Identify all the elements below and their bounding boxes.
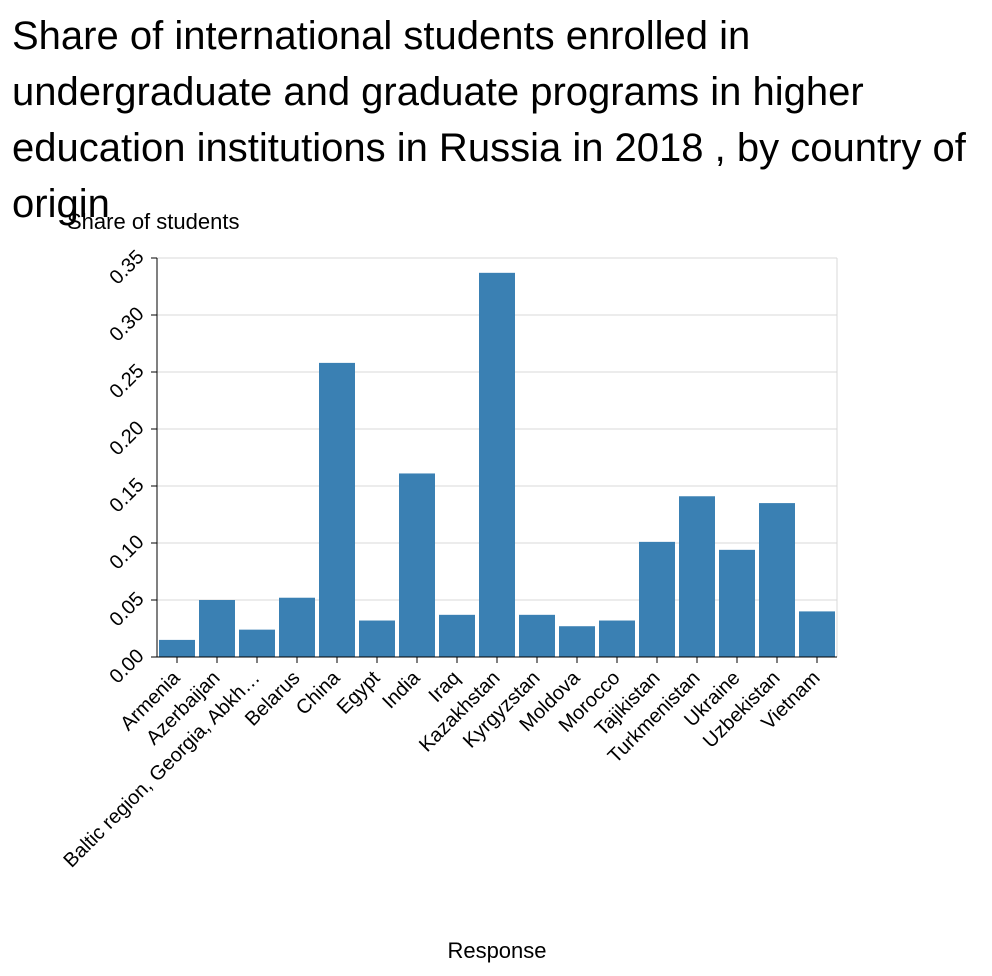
y-tick-label: 0.25 <box>105 360 148 403</box>
bar <box>519 614 555 657</box>
bar <box>359 620 395 657</box>
x-tick-label: Egypt <box>333 667 385 719</box>
bar <box>799 611 835 657</box>
y-tick-label: 0.10 <box>105 531 148 574</box>
bars <box>159 272 835 657</box>
bar <box>479 272 515 657</box>
axes <box>151 257 837 663</box>
bar <box>599 620 635 657</box>
chart-title: Share of international students enrolled… <box>12 14 966 226</box>
y-tick-label: 0.05 <box>105 588 148 631</box>
bar <box>159 639 195 657</box>
y-tick-label: 0.20 <box>105 417 148 460</box>
bar <box>719 549 755 657</box>
y-tick-labels: 0.00 0.05 0.10 0.15 0.20 0.25 0.30 0.35 <box>105 246 148 688</box>
bar <box>439 614 475 657</box>
bar <box>639 541 675 657</box>
y-tick-label: 0.30 <box>105 303 148 346</box>
bar <box>199 600 235 657</box>
bar <box>279 597 315 657</box>
bar <box>759 503 795 657</box>
y-tick-label: 0.00 <box>105 645 148 688</box>
bar <box>319 362 355 657</box>
bar <box>239 629 275 657</box>
bar <box>399 473 435 657</box>
x-axis-label: Response <box>447 938 546 963</box>
y-axis-label: Share of students <box>67 209 239 234</box>
y-tick-label: 0.35 <box>105 246 148 289</box>
y-tick-label: 0.15 <box>105 474 148 517</box>
x-tick-label: India <box>378 666 425 713</box>
bar <box>559 626 595 657</box>
bar <box>679 496 715 657</box>
x-tick-label: China <box>292 666 345 719</box>
